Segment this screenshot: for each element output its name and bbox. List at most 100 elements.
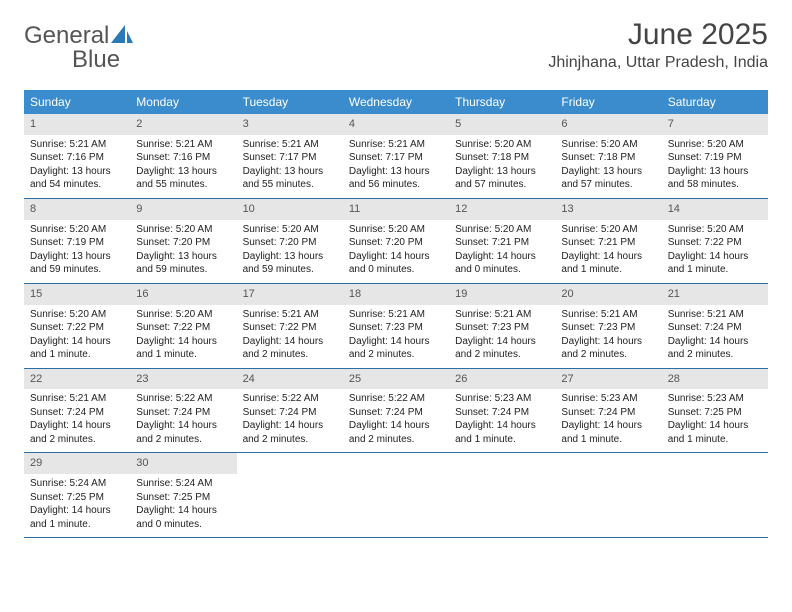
daylight-text: Daylight: 13 hours and 59 minutes. (136, 250, 230, 277)
sunrise-text: Sunrise: 5:23 AM (668, 392, 762, 406)
week-row: 8Sunrise: 5:20 AMSunset: 7:19 PMDaylight… (24, 199, 768, 284)
day-number: 20 (555, 284, 661, 305)
daylight-text: Daylight: 14 hours and 0 minutes. (349, 250, 443, 277)
sunset-text: Sunset: 7:20 PM (136, 236, 230, 250)
day-header: Monday (130, 90, 236, 114)
day-details: Sunrise: 5:20 AMSunset: 7:21 PMDaylight:… (449, 220, 555, 283)
day-cell: 7Sunrise: 5:20 AMSunset: 7:19 PMDaylight… (662, 114, 768, 198)
day-number: 2 (130, 114, 236, 135)
sunrise-text: Sunrise: 5:21 AM (349, 308, 443, 322)
day-cell: 8Sunrise: 5:20 AMSunset: 7:19 PMDaylight… (24, 199, 130, 283)
day-cell (662, 453, 768, 537)
day-cell: 3Sunrise: 5:21 AMSunset: 7:17 PMDaylight… (237, 114, 343, 198)
day-cell: 27Sunrise: 5:23 AMSunset: 7:24 PMDayligh… (555, 369, 661, 453)
sunset-text: Sunset: 7:17 PM (243, 151, 337, 165)
day-number: 12 (449, 199, 555, 220)
sunrise-text: Sunrise: 5:20 AM (561, 223, 655, 237)
day-cell (343, 453, 449, 537)
header: General Blue June 2025 Jhinjhana, Uttar … (0, 0, 792, 80)
day-cell: 11Sunrise: 5:20 AMSunset: 7:20 PMDayligh… (343, 199, 449, 283)
day-cell (449, 453, 555, 537)
logo-text-blue: Blue (72, 46, 120, 73)
daylight-text: Daylight: 14 hours and 2 minutes. (349, 335, 443, 362)
day-cell: 25Sunrise: 5:22 AMSunset: 7:24 PMDayligh… (343, 369, 449, 453)
daylight-text: Daylight: 13 hours and 57 minutes. (561, 165, 655, 192)
day-number: 3 (237, 114, 343, 135)
daylight-text: Daylight: 14 hours and 1 minute. (455, 419, 549, 446)
sunset-text: Sunset: 7:24 PM (668, 321, 762, 335)
day-number: 4 (343, 114, 449, 135)
day-number: 21 (662, 284, 768, 305)
logo-text-gray: General (24, 22, 109, 49)
day-details: Sunrise: 5:21 AMSunset: 7:16 PMDaylight:… (24, 135, 130, 198)
day-cell (555, 453, 661, 537)
day-number: 8 (24, 199, 130, 220)
week-row: 15Sunrise: 5:20 AMSunset: 7:22 PMDayligh… (24, 284, 768, 369)
day-details: Sunrise: 5:20 AMSunset: 7:22 PMDaylight:… (24, 305, 130, 368)
daylight-text: Daylight: 14 hours and 0 minutes. (136, 504, 230, 531)
sunrise-text: Sunrise: 5:21 AM (243, 308, 337, 322)
day-details: Sunrise: 5:21 AMSunset: 7:23 PMDaylight:… (449, 305, 555, 368)
sunrise-text: Sunrise: 5:20 AM (455, 138, 549, 152)
day-cell: 29Sunrise: 5:24 AMSunset: 7:25 PMDayligh… (24, 453, 130, 537)
day-details: Sunrise: 5:20 AMSunset: 7:22 PMDaylight:… (130, 305, 236, 368)
day-details: Sunrise: 5:20 AMSunset: 7:19 PMDaylight:… (662, 135, 768, 198)
day-number: 17 (237, 284, 343, 305)
sunset-text: Sunset: 7:24 PM (243, 406, 337, 420)
daylight-text: Daylight: 13 hours and 55 minutes. (136, 165, 230, 192)
day-details: Sunrise: 5:24 AMSunset: 7:25 PMDaylight:… (130, 474, 236, 537)
day-details: Sunrise: 5:21 AMSunset: 7:23 PMDaylight:… (555, 305, 661, 368)
daylight-text: Daylight: 14 hours and 2 minutes. (243, 419, 337, 446)
daylight-text: Daylight: 14 hours and 1 minute. (561, 250, 655, 277)
day-cell: 19Sunrise: 5:21 AMSunset: 7:23 PMDayligh… (449, 284, 555, 368)
daylight-text: Daylight: 14 hours and 1 minute. (30, 504, 124, 531)
sunrise-text: Sunrise: 5:21 AM (349, 138, 443, 152)
sunset-text: Sunset: 7:25 PM (136, 491, 230, 505)
day-number: 13 (555, 199, 661, 220)
sunset-text: Sunset: 7:21 PM (455, 236, 549, 250)
day-number: 27 (555, 369, 661, 390)
sunrise-text: Sunrise: 5:21 AM (136, 138, 230, 152)
day-details: Sunrise: 5:20 AMSunset: 7:18 PMDaylight:… (449, 135, 555, 198)
day-number: 6 (555, 114, 661, 135)
sunset-text: Sunset: 7:21 PM (561, 236, 655, 250)
daylight-text: Daylight: 14 hours and 0 minutes. (455, 250, 549, 277)
day-cell (237, 453, 343, 537)
day-cell: 9Sunrise: 5:20 AMSunset: 7:20 PMDaylight… (130, 199, 236, 283)
sunset-text: Sunset: 7:22 PM (136, 321, 230, 335)
daylight-text: Daylight: 14 hours and 1 minute. (136, 335, 230, 362)
day-number: 5 (449, 114, 555, 135)
sunset-text: Sunset: 7:19 PM (668, 151, 762, 165)
sunset-text: Sunset: 7:20 PM (243, 236, 337, 250)
day-number: 16 (130, 284, 236, 305)
day-cell: 4Sunrise: 5:21 AMSunset: 7:17 PMDaylight… (343, 114, 449, 198)
day-details: Sunrise: 5:22 AMSunset: 7:24 PMDaylight:… (343, 389, 449, 452)
day-details: Sunrise: 5:21 AMSunset: 7:23 PMDaylight:… (343, 305, 449, 368)
month-title: June 2025 (548, 18, 768, 52)
sunset-text: Sunset: 7:16 PM (136, 151, 230, 165)
day-number: 7 (662, 114, 768, 135)
day-cell: 28Sunrise: 5:23 AMSunset: 7:25 PMDayligh… (662, 369, 768, 453)
week-row: 22Sunrise: 5:21 AMSunset: 7:24 PMDayligh… (24, 369, 768, 454)
day-details: Sunrise: 5:20 AMSunset: 7:20 PMDaylight:… (237, 220, 343, 283)
sunset-text: Sunset: 7:24 PM (561, 406, 655, 420)
day-cell: 5Sunrise: 5:20 AMSunset: 7:18 PMDaylight… (449, 114, 555, 198)
day-number: 19 (449, 284, 555, 305)
day-number: 30 (130, 453, 236, 474)
sunrise-text: Sunrise: 5:21 AM (455, 308, 549, 322)
day-number: 28 (662, 369, 768, 390)
calendar: SundayMondayTuesdayWednesdayThursdayFrid… (24, 90, 768, 538)
day-number: 24 (237, 369, 343, 390)
day-cell: 2 Sunrise: 5:21 AMSunset: 7:16 PMDaylight… (130, 114, 236, 198)
sunset-text: Sunset: 7:24 PM (136, 406, 230, 420)
sunrise-text: Sunrise: 5:24 AM (30, 477, 124, 491)
sunrise-text: Sunrise: 5:20 AM (561, 138, 655, 152)
sunrise-text: Sunrise: 5:20 AM (136, 308, 230, 322)
daylight-text: Daylight: 13 hours and 56 minutes. (349, 165, 443, 192)
day-number: 9 (130, 199, 236, 220)
sunset-text: Sunset: 7:23 PM (455, 321, 549, 335)
week-row: 29Sunrise: 5:24 AMSunset: 7:25 PMDayligh… (24, 453, 768, 538)
logo: General Blue (24, 18, 133, 72)
day-cell: 30Sunrise: 5:24 AMSunset: 7:25 PMDayligh… (130, 453, 236, 537)
day-cell: 23Sunrise: 5:22 AMSunset: 7:24 PMDayligh… (130, 369, 236, 453)
